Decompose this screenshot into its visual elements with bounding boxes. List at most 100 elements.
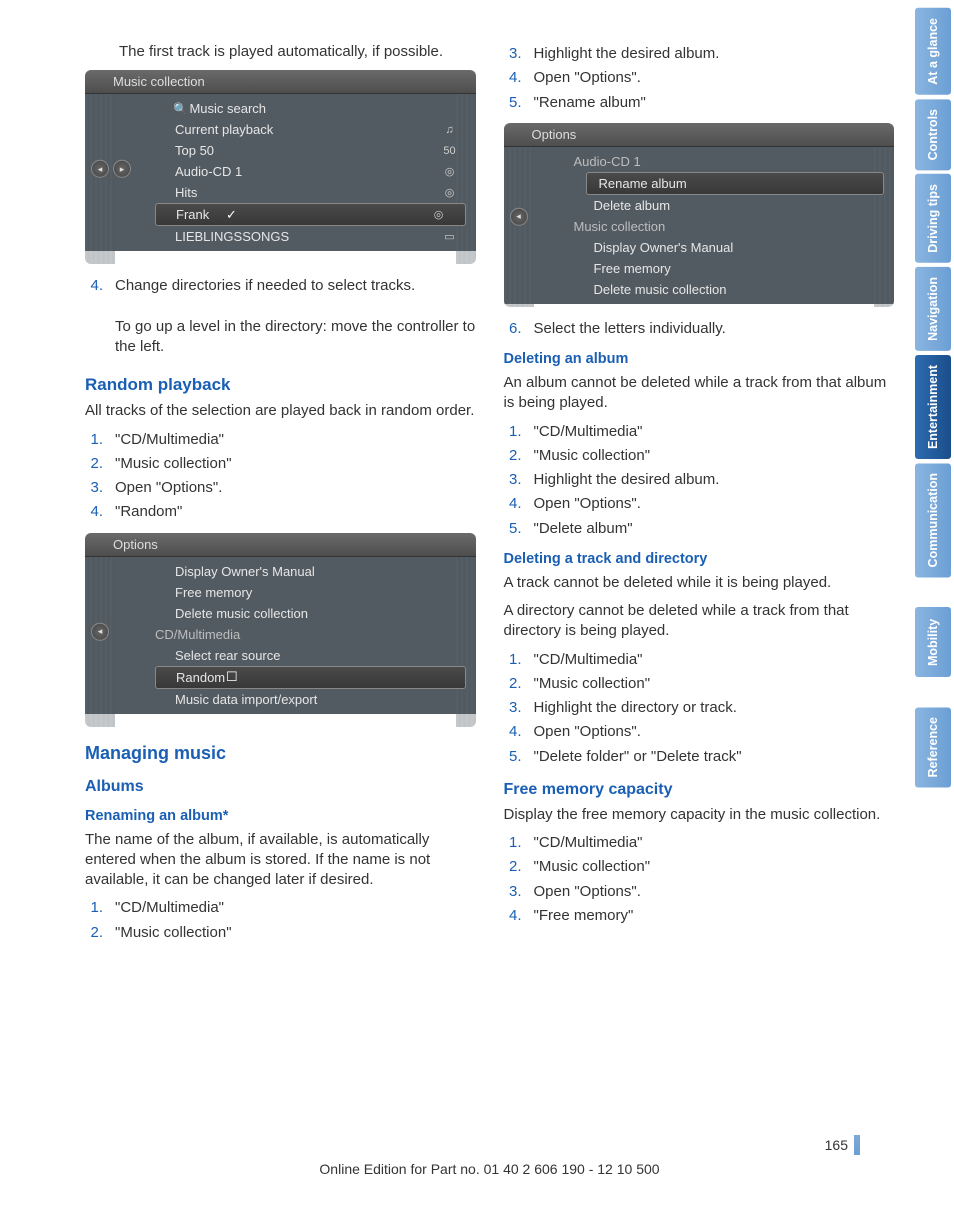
deleting-album-heading: Deleting an album xyxy=(504,351,895,367)
step-text: "Music collection" xyxy=(534,446,895,466)
del-track-steps: 1."CD/Multimedia"2."Music collection"3.H… xyxy=(504,650,895,767)
check-icon: ✓ xyxy=(226,207,237,223)
albums-heading: Albums xyxy=(85,778,476,796)
step-text: "CD/Multimedia" xyxy=(534,422,895,442)
music-collection-screen: Music collection ◂ ▸ 🔍 Music searchCurre… xyxy=(85,70,476,264)
menu-label: Audio-CD 1 xyxy=(175,164,436,179)
step-num: 3. xyxy=(85,478,103,498)
continue-steps: 3.Highlight the desired album.4.Open "Op… xyxy=(504,44,895,113)
row-indicator-icon: ◎ xyxy=(436,186,464,199)
menu-row[interactable]: 🔍 Music search xyxy=(85,98,476,119)
menu-row[interactable]: Delete album xyxy=(504,195,895,216)
step-num: 5. xyxy=(504,747,522,767)
step-text: "CD/Multimedia" xyxy=(115,430,476,450)
step-text: "Music collection" xyxy=(534,857,895,877)
step-num: 5. xyxy=(504,519,522,539)
step-text: "Delete album" xyxy=(534,519,895,539)
menu-label: Delete music collection xyxy=(594,282,883,297)
menu-label: Free memory xyxy=(594,261,883,276)
step-num: 2. xyxy=(504,857,522,877)
options-screen-1: Options ◂ Display Owner's ManualFree mem… xyxy=(85,533,476,727)
screen3-title: Options xyxy=(532,127,577,142)
tab-entertainment[interactable]: Entertainment xyxy=(915,355,951,459)
menu-label: Delete album xyxy=(594,198,883,213)
step-num: 6. xyxy=(504,319,522,339)
footer-line: Online Edition for Part no. 01 40 2 606 … xyxy=(85,1161,894,1177)
free-memory-heading: Free memory capacity xyxy=(504,781,895,799)
step-num: 4. xyxy=(504,494,522,514)
menu-row[interactable]: Display Owner's Manual xyxy=(504,237,895,258)
tab-navigation[interactable]: Navigation xyxy=(915,267,951,351)
step-num: 4. xyxy=(85,502,103,522)
deleting-track-heading: Deleting a track and directory xyxy=(504,551,895,567)
step-text: "Music collection" xyxy=(115,454,476,474)
renaming-steps: 1."CD/Multimedia"2."Music collection" xyxy=(85,898,476,943)
menu-label: Delete music collection xyxy=(175,606,464,621)
menu-row[interactable]: Free memory xyxy=(504,258,895,279)
renaming-text: The name of the album, if available, is … xyxy=(85,830,476,891)
menu-label: Current playback xyxy=(175,122,436,137)
menu-row[interactable]: Music data import/export xyxy=(85,689,476,710)
menu-label: Music collection xyxy=(574,219,883,234)
page-number: 165 xyxy=(819,1135,854,1155)
step-num: 1. xyxy=(504,833,522,853)
menu-row[interactable]: CD/Multimedia xyxy=(85,624,476,645)
step-text: "Random" xyxy=(115,502,476,522)
options-screen-2: Options ◂ Audio-CD 1Rename albumDelete a… xyxy=(504,123,895,307)
step-num: 1. xyxy=(85,898,103,918)
menu-row[interactable]: Audio-CD 1◎ xyxy=(85,161,476,182)
tab-at-a-glance[interactable]: At a glance xyxy=(915,8,951,95)
step-text: Open "Options". xyxy=(534,882,895,902)
deleting-track-text1: A track cannot be deleted while it is be… xyxy=(504,573,895,593)
step-text: Change directories if needed to select t… xyxy=(115,276,476,357)
section-tabs: At a glance Controls Driving tips Navigatio… xyxy=(912,0,954,1215)
step-num: 2. xyxy=(504,446,522,466)
menu-row[interactable]: Select rear source xyxy=(85,645,476,666)
menu-row[interactable]: LIEBLINGSSONGS▭ xyxy=(85,226,476,247)
step-num: 1. xyxy=(504,650,522,670)
step-list: 4. Change directories if needed to selec… xyxy=(85,276,476,357)
menu-label: Music search xyxy=(175,101,436,116)
step-num: 5. xyxy=(504,93,522,113)
managing-music-heading: Managing music xyxy=(85,743,476,764)
row-indicator-icon: 50 xyxy=(436,145,464,157)
menu-row[interactable]: Delete music collection xyxy=(85,603,476,624)
tab-mobility[interactable]: Mobility xyxy=(915,607,951,677)
menu-row[interactable]: Music collection xyxy=(504,216,895,237)
menu-label: Audio-CD 1 xyxy=(574,154,883,169)
row-icon: 🔍 xyxy=(173,102,188,116)
menu-row[interactable]: Free memory xyxy=(85,582,476,603)
step-num: 3. xyxy=(504,470,522,490)
step-text: "Free memory" xyxy=(534,906,895,926)
menu-row[interactable]: Audio-CD 1 xyxy=(504,151,895,172)
step-text: "Music collection" xyxy=(534,674,895,694)
menu-row[interactable]: Hits◎ xyxy=(85,182,476,203)
menu-row[interactable]: ☐Random xyxy=(155,666,466,689)
del-album-steps: 1."CD/Multimedia"2."Music collection"3.H… xyxy=(504,422,895,539)
menu-label: Rename album xyxy=(599,176,872,191)
menu-row[interactable]: Rename album xyxy=(586,172,885,195)
tab-driving-tips[interactable]: Driving tips xyxy=(915,174,951,263)
row-indicator-icon: ◎ xyxy=(436,165,464,178)
tab-reference[interactable]: Reference xyxy=(915,707,951,787)
step-text: Open "Options". xyxy=(534,722,895,742)
step-text: "CD/Multimedia" xyxy=(534,650,895,670)
menu-label: Hits xyxy=(175,185,436,200)
step-list: 6. Select the letters individually. xyxy=(504,319,895,339)
renaming-heading: Renaming an album* xyxy=(85,808,476,824)
tab-controls[interactable]: Controls xyxy=(915,99,951,170)
menu-label: CD/Multimedia xyxy=(155,627,464,642)
step-text: "CD/Multimedia" xyxy=(534,833,895,853)
free-steps: 1. "CD/Multimedia" 2. "Music collection" 3. O… xyxy=(504,833,895,926)
screen2-title: Options xyxy=(113,537,158,552)
menu-row[interactable]: ✓Frank◎ xyxy=(155,203,466,226)
menu-row[interactable]: Top 5050 xyxy=(85,140,476,161)
step-num: 1. xyxy=(85,430,103,450)
menu-row[interactable]: Delete music collection xyxy=(504,279,895,300)
step-num: 4. xyxy=(504,906,522,926)
screen1-title: Music collection xyxy=(113,74,205,89)
menu-row[interactable]: Display Owner's Manual xyxy=(85,561,476,582)
tab-communication[interactable]: Communication xyxy=(915,463,951,577)
step-num: 3. xyxy=(504,882,522,902)
menu-row[interactable]: Current playback♫ xyxy=(85,119,476,140)
